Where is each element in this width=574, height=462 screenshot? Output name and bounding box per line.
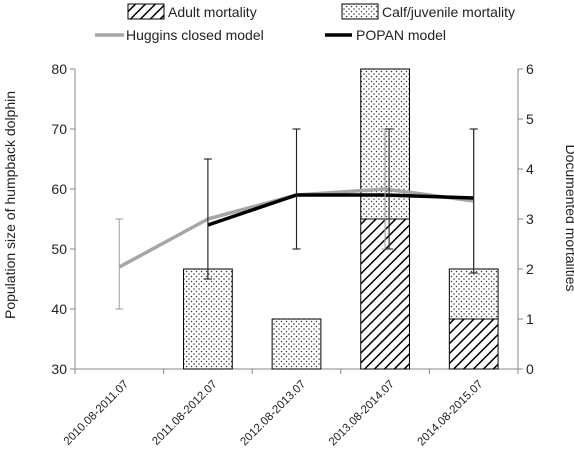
legend: Adult mortality Calf/juvenile mortality … (95, 3, 515, 43)
y-right-tick-label: 4 (526, 161, 534, 177)
y-left-tick-label: 30 (51, 361, 67, 377)
legend-label-huggins: Huggins closed model (126, 27, 264, 43)
lines (115, 128, 478, 310)
y-right-tick-label: 5 (526, 111, 534, 127)
legend-item-adult-mortality: Adult mortality (127, 3, 257, 20)
x-category-label: 2014.08-2015.07 (416, 378, 486, 448)
y-axis-title-right: Documented mortalities (563, 144, 574, 291)
y-right-tick-label: 1 (526, 311, 534, 327)
legend-label-popan: POPAN model (356, 27, 446, 43)
y-left-tick-label: 70 (51, 121, 67, 137)
legend-swatch-adult (127, 3, 165, 20)
y-right-tick-label: 2 (526, 261, 534, 277)
legend-item-popan: POPAN model (325, 27, 446, 43)
ticks: 30 40 50 60 70 80 0 1 2 3 4 5 6 2010.08-2011.07 2011.0… (51, 61, 534, 448)
y-left-tick-label: 50 (51, 241, 67, 257)
bars (183, 68, 499, 370)
bar-adult-mortality (448, 318, 499, 370)
y-left-tick-label: 60 (51, 181, 67, 197)
bar-calf-mortality (183, 268, 233, 370)
line-popan (207, 193, 474, 227)
x-category-label: 2011.08-2012.07 (150, 378, 219, 447)
x-category-label: 2010.08-2011.07 (62, 378, 131, 447)
legend-item-calf-mortality: Calf/juvenile mortality (341, 3, 515, 20)
y-left-tick-label: 40 (51, 301, 67, 317)
legend-label-calf: Calf/juvenile mortality (382, 4, 515, 20)
legend-item-huggins: Huggins closed model (95, 27, 264, 43)
y-left-tick-label: 80 (51, 61, 67, 77)
bar-calf-mortality (448, 268, 499, 320)
y-right-tick-label: 0 (526, 361, 534, 377)
legend-swatch-calf (341, 3, 379, 20)
y-axis-title-left: Population size of humpback dolphin (2, 91, 18, 319)
x-category-label: 2012.08-2013.07 (238, 378, 308, 448)
bar-calf-mortality (271, 318, 322, 370)
x-category-label: 2013.08-2014.07 (327, 378, 397, 448)
y-right-tick-label: 6 (526, 61, 534, 77)
y-right-tick-label: 3 (526, 211, 534, 227)
legend-label-adult: Adult mortality (168, 4, 257, 20)
